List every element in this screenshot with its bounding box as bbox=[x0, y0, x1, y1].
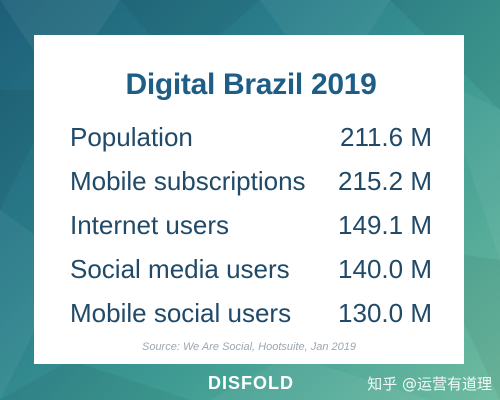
stat-value: 215.2 M bbox=[338, 166, 432, 196]
stat-row-internet-users: Internet users 149.1 M bbox=[70, 209, 432, 241]
source-note: Source: We Are Social, Hootsuite, Jan 20… bbox=[141, 341, 356, 353]
platform-watermark: 知乎 @运营有道理 bbox=[367, 374, 492, 393]
brand-logo: DISFOLD bbox=[208, 372, 294, 393]
stat-value: 211.6 M bbox=[339, 122, 432, 152]
stat-row-social-media-users: Social media users 140.0 M bbox=[70, 253, 432, 285]
stat-row-mobile-subscriptions: Mobile subscriptions 215.2 M bbox=[70, 165, 432, 197]
stat-label: Internet users bbox=[70, 210, 229, 240]
stat-value: 130.0 M bbox=[338, 298, 432, 328]
stat-value: 140.0 M bbox=[338, 254, 432, 284]
stat-label: Social media users bbox=[70, 254, 290, 284]
stat-row-mobile-social-users: Mobile social users 130.0 M bbox=[70, 297, 432, 329]
stat-label: Population bbox=[70, 122, 193, 152]
stat-label: Mobile subscriptions bbox=[70, 166, 306, 196]
stat-value: 149.1 M bbox=[338, 210, 432, 240]
stat-row-population: Population 211.6 M bbox=[70, 121, 432, 153]
stats-card: Digital Brazil 2019 Population 211.6 M M… bbox=[34, 35, 464, 364]
stat-label: Mobile social users bbox=[70, 298, 292, 328]
stats-list: Population 211.6 M Mobile subscriptions … bbox=[70, 121, 432, 329]
card-title: Digital Brazil 2019 bbox=[125, 68, 377, 101]
